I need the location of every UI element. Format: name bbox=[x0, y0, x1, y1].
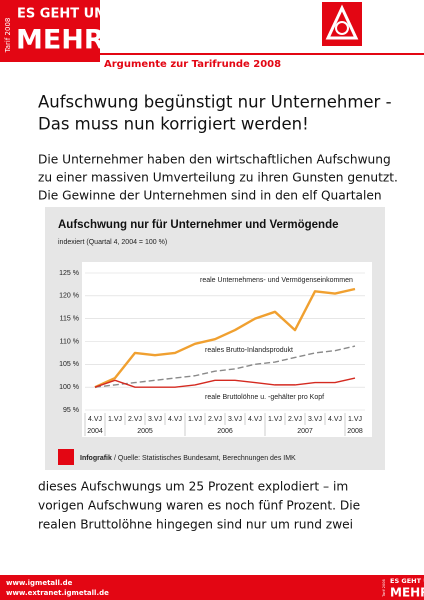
x-tick-label: 2.VJ bbox=[208, 416, 222, 423]
x-tick-label: 1.VJ bbox=[188, 416, 202, 423]
series-label: reales Brutto-Inlandsprodukt bbox=[205, 347, 293, 354]
header-rule bbox=[100, 53, 424, 55]
badge-top: ES GEHT UM bbox=[17, 7, 107, 22]
paragraph-line: zu einer massiven Umverteilung zu ihren … bbox=[38, 171, 398, 185]
x-group-label: 2007 bbox=[297, 428, 313, 435]
x-tick-label: 2.VJ bbox=[128, 416, 142, 423]
heading-line: Das muss nun korrigiert werden! bbox=[38, 115, 309, 134]
x-tick-label: 1.VJ bbox=[108, 416, 122, 423]
x-tick-label: 4.VJ bbox=[168, 416, 182, 423]
series-label: reale Bruttolöhne u. -gehälter pro Kopf bbox=[205, 394, 324, 401]
paragraph-line: vorigen Aufschwung waren es noch fünf Pr… bbox=[38, 499, 360, 513]
badge-bottom: MEHR bbox=[16, 25, 105, 56]
x-tick-label: 3.VJ bbox=[308, 416, 322, 423]
footer-link[interactable]: www.extranet.igmetall.de bbox=[6, 589, 109, 597]
y-tick-label: 105 % bbox=[59, 361, 79, 368]
x-tick-label: 4.VJ bbox=[88, 416, 102, 423]
footer-badge-bottom: MEHR bbox=[390, 586, 424, 600]
chart-logo bbox=[58, 449, 74, 465]
logo bbox=[322, 2, 362, 46]
heading-line: Aufschwung begünstigt nur Unternehmer - bbox=[38, 93, 392, 112]
y-tick-label: 100 % bbox=[59, 384, 79, 391]
y-tick-label: 115 % bbox=[60, 316, 79, 323]
x-tick-label: 1.VJ bbox=[348, 416, 362, 423]
x-tick-label: 2.VJ bbox=[288, 416, 302, 423]
series-line bbox=[94, 287, 356, 389]
x-group-label: 2006 bbox=[217, 428, 233, 435]
x-tick-label: 4.VJ bbox=[248, 416, 262, 423]
x-tick-label: 4.VJ bbox=[328, 416, 342, 423]
series-line bbox=[94, 345, 356, 388]
x-tick-label: 3.VJ bbox=[148, 416, 162, 423]
y-tick-label: 110 % bbox=[60, 338, 79, 345]
header-subtitle: Argumente zur Tarifrunde 2008 bbox=[104, 59, 281, 70]
footer-badge-top: ES GEHT UM bbox=[390, 577, 424, 585]
chart-brand: Infografik bbox=[80, 455, 112, 462]
badge-side: Tarif 2008 bbox=[4, 18, 12, 54]
footer-bar bbox=[0, 575, 424, 600]
chart-subtitle: indexiert (Quartal 4, 2004 = 100 %) bbox=[58, 239, 167, 246]
chart-title: Aufschwung nur für Unternehmer und Vermö… bbox=[58, 219, 339, 231]
paragraph-line: dieses Aufschwungs um 25 Prozent explodi… bbox=[38, 480, 348, 494]
header-badge bbox=[0, 0, 100, 62]
y-tick-label: 125 % bbox=[59, 270, 79, 277]
chart-source: / Quelle: Statistisches Bundesamt, Berec… bbox=[114, 455, 296, 462]
series-line bbox=[94, 377, 356, 388]
y-tick-label: 120 % bbox=[59, 293, 79, 300]
paragraph-line: Die Unternehmer haben den wirtschaftlich… bbox=[38, 153, 391, 167]
y-tick-label: 95 % bbox=[63, 407, 79, 414]
footer-link[interactable]: www.igmetall.de bbox=[6, 579, 73, 587]
x-group-label: 2004 bbox=[87, 428, 103, 435]
paragraph-line: realen Bruttolöhne hingegen sind nur um … bbox=[38, 518, 353, 532]
x-tick-label: 1.VJ bbox=[268, 416, 282, 423]
footer-badge-side: Tarif 2008 bbox=[382, 579, 386, 597]
x-group-label: 2005 bbox=[137, 428, 153, 435]
paragraph-line: Die Gewinne der Unternehmen sind in den … bbox=[38, 189, 382, 203]
x-tick-label: 3.VJ bbox=[228, 416, 242, 423]
x-group-label: 2008 bbox=[347, 428, 363, 435]
series-label: reale Unternehmens- und Vermögenseinkomm… bbox=[200, 277, 353, 284]
